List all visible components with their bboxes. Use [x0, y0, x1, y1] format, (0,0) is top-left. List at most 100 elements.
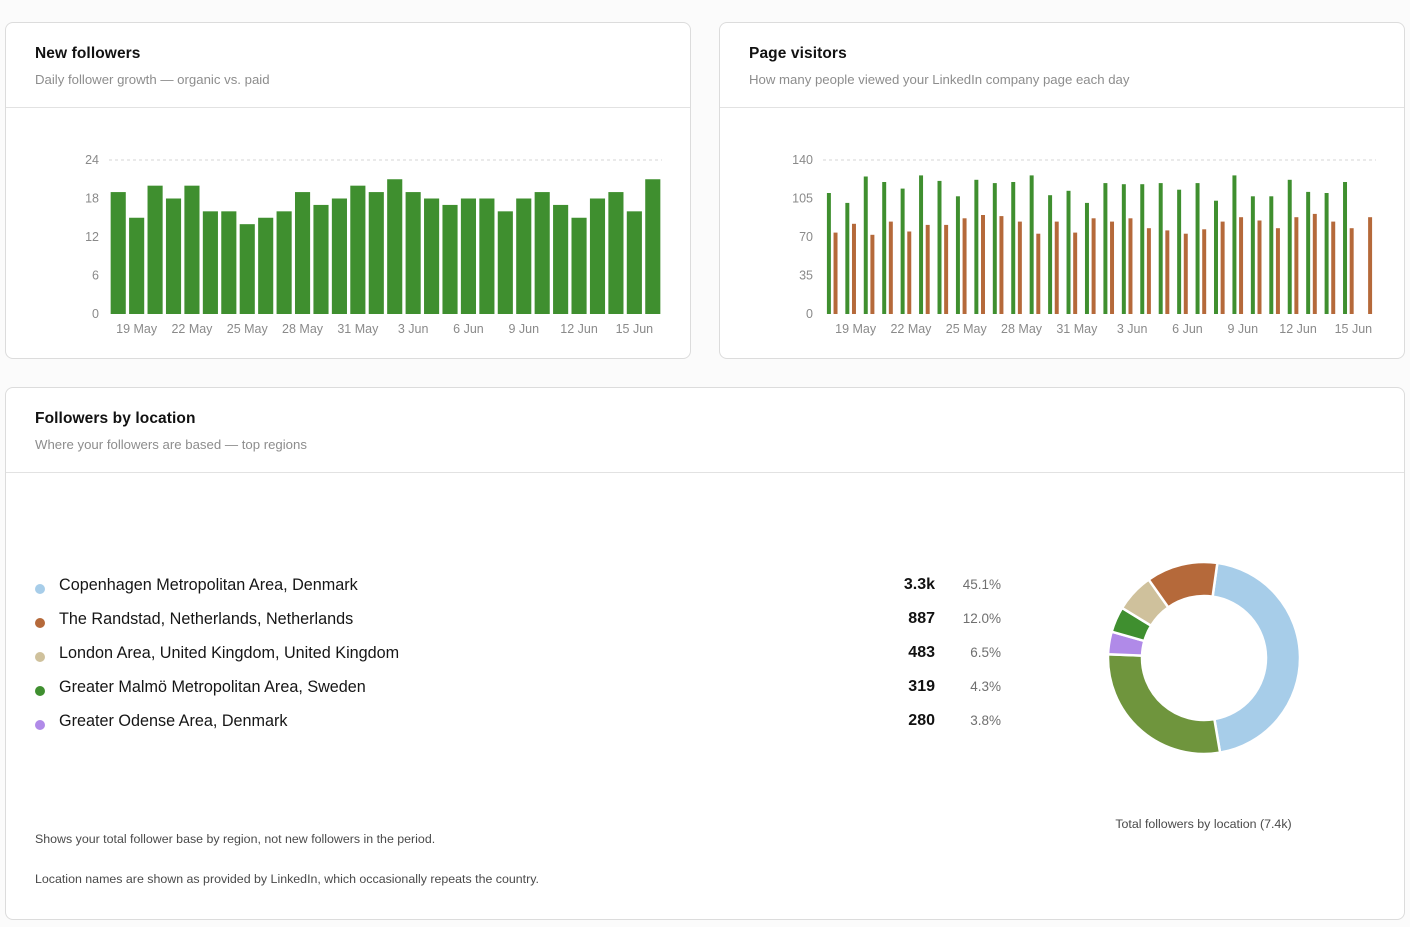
bar [1011, 182, 1016, 314]
bar [516, 198, 532, 314]
x-tick-label: 19 May [835, 322, 877, 336]
y-tick-label: 18 [85, 192, 99, 206]
bar [534, 192, 550, 314]
bar [276, 211, 292, 314]
location-row[interactable]: Greater Odense Area, Denmark 280 3.8% [35, 712, 1035, 746]
bar [258, 217, 274, 314]
bar [1103, 183, 1108, 314]
bar [424, 198, 440, 314]
new-followers-subtitle: Daily follower growth — organic vs. paid [35, 72, 270, 87]
page-visitors-chart: 0 35 70 105 140 19 May 22 May 25 May 28 May 31 Ma… [792, 153, 1376, 336]
bar [110, 192, 126, 314]
bar [589, 198, 606, 314]
new-followers-title: New followers [35, 45, 141, 62]
bar [1140, 184, 1145, 314]
new-followers-header: New followers Daily follower growth — or… [6, 23, 690, 108]
bar [1232, 175, 1237, 314]
bar [1073, 232, 1078, 314]
bar [1110, 221, 1115, 314]
bar [888, 221, 893, 314]
bar [1239, 217, 1244, 314]
donut-slice [1146, 560, 1219, 610]
location-percent: 12.0% [962, 611, 1001, 626]
location-row[interactable]: The Randstad, Netherlands, Netherlands 8… [35, 610, 1035, 644]
bar [1158, 183, 1163, 314]
location-name: London Area, United Kingdom, United King… [59, 644, 400, 662]
bar [1054, 221, 1059, 314]
x-tick-label: 15 Jun [616, 322, 654, 336]
x-tick-label: 25 May [227, 322, 269, 336]
bar [907, 231, 912, 314]
x-tick-label: 31 May [1056, 322, 1098, 336]
bar [1214, 200, 1218, 314]
legend-dot-icon [35, 686, 45, 696]
bar [405, 192, 421, 314]
bar [129, 217, 145, 314]
x-tick-label: 9 Jun [1227, 322, 1258, 336]
y-tick-label: 0 [92, 307, 99, 321]
bar [165, 198, 182, 314]
bar [1128, 218, 1133, 314]
x-tick-label: 19 May [116, 322, 158, 336]
bar [1121, 184, 1126, 314]
x-tick-label: 22 May [171, 322, 213, 336]
location-name: Greater Odense Area, Denmark [59, 712, 288, 730]
bar [999, 216, 1004, 314]
y-tick-label: 12 [85, 230, 99, 244]
location-count: 280 [908, 712, 935, 729]
bar [1269, 196, 1274, 314]
bar [626, 211, 642, 314]
x-tick-label: 3 Jun [1117, 322, 1148, 336]
bar [221, 211, 237, 314]
bar [1250, 196, 1255, 314]
location-row[interactable]: Copenhagen Metropolitan Area, Denmark 3.… [35, 576, 1035, 610]
location-name: Copenhagen Metropolitan Area, Denmark [59, 576, 358, 594]
bar [1312, 213, 1317, 314]
bar [1029, 175, 1034, 314]
legend-dot-icon [35, 652, 45, 662]
bar [1275, 228, 1280, 314]
y-tick-label: 140 [792, 153, 813, 167]
bar [1220, 221, 1225, 314]
location-name: The Randstad, Netherlands, Netherlands [59, 610, 354, 628]
page-visitors-title: Page visitors [749, 45, 847, 62]
bar [184, 185, 200, 314]
x-tick-label: 25 May [946, 322, 988, 336]
bar [1146, 228, 1151, 314]
bar [937, 180, 942, 314]
location-name: Greater Malmö Metropolitan Area, Sweden [59, 678, 366, 696]
bar [1195, 183, 1200, 314]
location-donut-chart [1106, 560, 1302, 756]
location-percent: 45.1% [962, 577, 1001, 592]
bar [870, 234, 875, 314]
bar [1324, 193, 1329, 314]
location-count: 319 [908, 678, 935, 695]
bar [919, 175, 924, 314]
x-tick-label: 15 Jun [1335, 322, 1373, 336]
footnote: Location names are shown as provided by … [35, 872, 539, 886]
followers-by-location-card: Followers by location Where your followe… [5, 387, 1405, 920]
donut-slice [1211, 561, 1302, 755]
bar [331, 198, 347, 314]
location-title: Followers by location [35, 410, 196, 427]
new-followers-card: New followers Daily follower growth — or… [5, 22, 691, 359]
location-row[interactable]: Greater Malmö Metropolitan Area, Sweden … [35, 678, 1035, 712]
bar [1368, 217, 1373, 314]
donut-caption: Total followers by location (7.4k) [1115, 817, 1292, 831]
location-row[interactable]: London Area, United Kingdom, United King… [35, 644, 1035, 678]
x-tick-label: 31 May [337, 322, 379, 336]
page-visitors-subtitle: How many people viewed your LinkedIn com… [749, 72, 1130, 87]
y-tick-label: 35 [799, 269, 813, 283]
bar [368, 192, 384, 314]
bar [239, 224, 255, 314]
bar [1294, 217, 1299, 314]
bar [863, 176, 868, 314]
x-tick-label: 3 Jun [398, 322, 429, 336]
bar [350, 185, 366, 314]
y-tick-label: 70 [799, 230, 813, 244]
legend-dot-icon [35, 584, 45, 594]
bar [442, 204, 458, 314]
bar [962, 218, 967, 314]
location-count: 887 [908, 610, 935, 627]
bar [1343, 182, 1348, 314]
